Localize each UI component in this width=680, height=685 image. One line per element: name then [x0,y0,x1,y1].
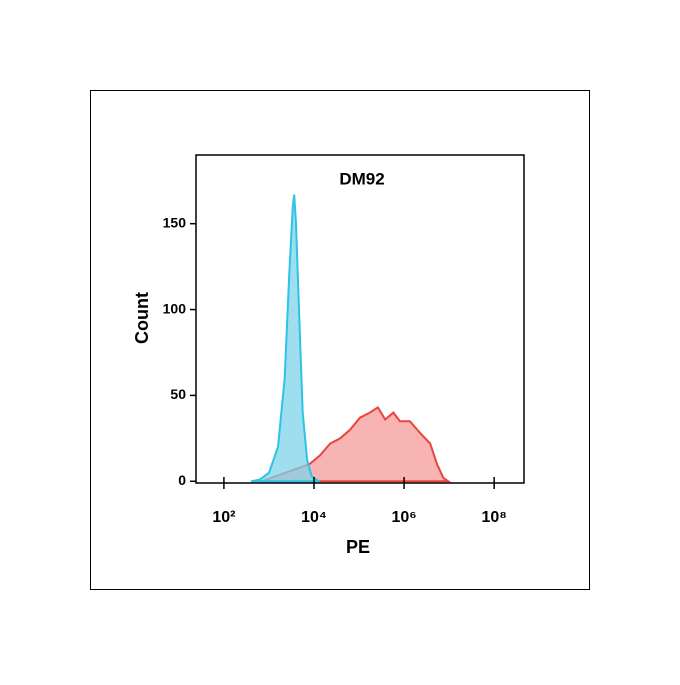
x-axis-label: PE [346,537,370,557]
x-tick-label: 10⁶ [391,509,416,526]
y-tick-label: 100 [163,300,187,316]
y-axis-label: Count [132,292,152,344]
y-tick-label: 150 [163,214,187,230]
y-tick-label: 50 [170,386,186,402]
area [250,194,322,483]
x-tick-label: 10⁴ [301,509,327,526]
frame [90,90,590,590]
plot-frame [195,154,525,484]
area [261,406,452,483]
x-tick-label: 10⁸ [481,509,506,526]
chart-title: DM92 [339,169,384,188]
x-tick-label: 10² [212,509,235,526]
y-tick-label: 0 [178,472,186,488]
